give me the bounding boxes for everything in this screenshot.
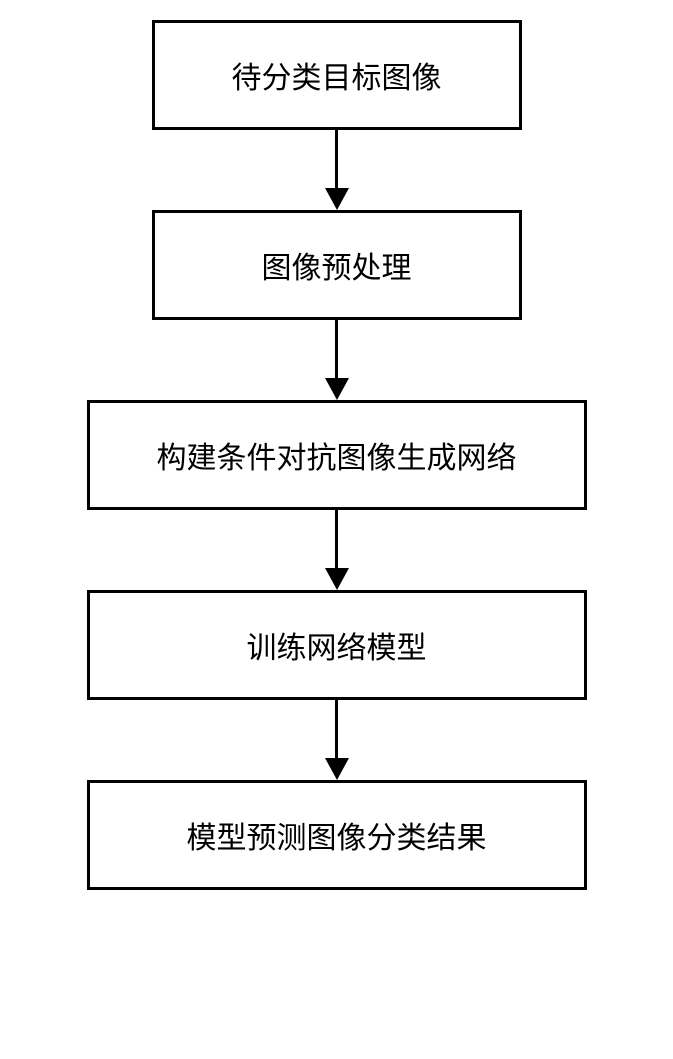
flow-node-label: 图像预处理 [262, 243, 412, 287]
flow-node-train-model: 训练网络模型 [87, 590, 587, 700]
flow-arrow [325, 130, 349, 210]
arrow-line [335, 320, 338, 378]
arrow-line [335, 510, 338, 568]
flow-arrow [325, 510, 349, 590]
arrow-head-icon [325, 568, 349, 590]
flow-node-build-network: 构建条件对抗图像生成网络 [87, 400, 587, 510]
arrow-head-icon [325, 758, 349, 780]
flow-arrow [325, 700, 349, 780]
arrow-line [335, 700, 338, 758]
arrow-head-icon [325, 378, 349, 400]
flow-node-predict-result: 模型预测图像分类结果 [87, 780, 587, 890]
arrow-head-icon [325, 188, 349, 210]
flow-node-label: 构建条件对抗图像生成网络 [157, 433, 517, 477]
arrow-line [335, 130, 338, 188]
flow-node-label: 待分类目标图像 [232, 53, 442, 97]
flow-node-input-image: 待分类目标图像 [152, 20, 522, 130]
flow-arrow [325, 320, 349, 400]
flowchart-container: 待分类目标图像 图像预处理 构建条件对抗图像生成网络 训练网络模型 模型预测图像… [87, 20, 587, 890]
flow-node-label: 模型预测图像分类结果 [187, 813, 487, 857]
flow-node-preprocess: 图像预处理 [152, 210, 522, 320]
flow-node-label: 训练网络模型 [247, 623, 427, 667]
